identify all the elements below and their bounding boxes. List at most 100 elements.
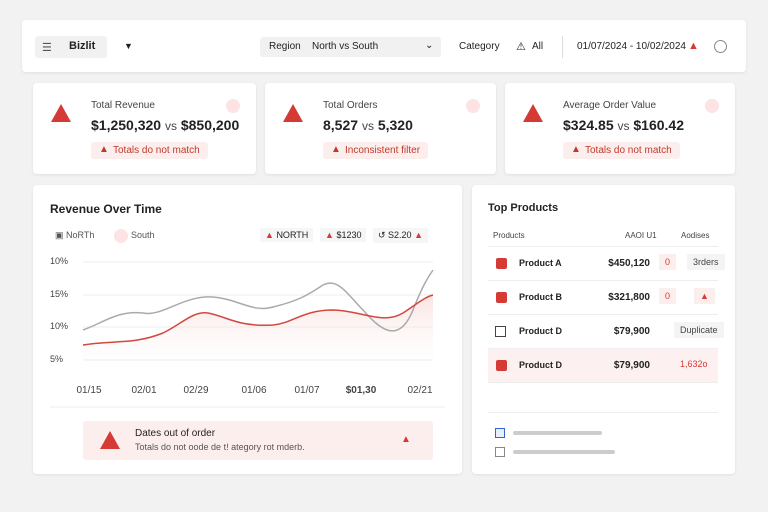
region-select[interactable] (260, 37, 441, 57)
chart-title: Revenue Over Time (50, 202, 162, 216)
x-tick-label: 01/06 (241, 385, 267, 396)
badge: ▲ NORTH (260, 228, 314, 242)
legend-swatch (114, 229, 128, 243)
y-tick-label: 15% (50, 289, 69, 299)
y-tick-label: 10% (50, 256, 69, 266)
kpi-label: Average Order Value (563, 100, 657, 111)
product-value: $321,800 (608, 292, 650, 303)
kpi-alert-icon (523, 104, 543, 122)
kpi-warning: ▲ Totals do not match (91, 142, 208, 159)
view-select[interactable] (35, 36, 107, 58)
product-row[interactable]: Product D $79,900 Duplicate (488, 315, 724, 348)
separator (488, 246, 718, 247)
product-extra: 1,632o (680, 359, 708, 369)
kpi-value: $850,200 (180, 117, 240, 133)
divider (562, 36, 563, 58)
product-row[interactable]: Product D $79,900 1,632o (488, 349, 718, 382)
kpi-alert-icon (51, 104, 71, 122)
x-tick-label: 01/15 (76, 385, 102, 396)
date-range[interactable]: 01/07/2024 - 10/02/2024 (577, 41, 686, 52)
kpi-card: Total Revenue $1,250,320 vs $850,200 ▲ To… (33, 83, 256, 174)
product-count: 0 (659, 288, 677, 304)
row-checkbox[interactable] (495, 326, 506, 337)
chart-card: Revenue Over Time ▣ NoRTh South ▲ NORTH … (33, 185, 462, 474)
product-row[interactable]: Product A $450,120 0 3rders (488, 247, 725, 280)
kpi-close[interactable] (466, 99, 480, 113)
kpi-values: 8,527 vs 5,320 (323, 117, 413, 133)
kpi-close[interactable] (705, 99, 719, 113)
products-title: Top Products (488, 202, 559, 214)
kpi-values: $1,250,320 vs $850,200 (91, 117, 239, 133)
alert-box: Dates out of order Totals do not oode de… (83, 421, 433, 460)
kpi-value: $1,250,320 (91, 117, 162, 133)
alert-text: Totals do not oode de t! ategory rot mde… (135, 442, 305, 452)
y-tick-label: 5% (50, 354, 64, 364)
category-value[interactable]: All (532, 41, 544, 52)
x-tick-label: $01,30 (345, 385, 377, 396)
column-header[interactable]: AAOI U1 (625, 231, 657, 240)
x-tick-label: 02/01 (131, 385, 157, 396)
product-row[interactable]: Product B $321,800 0 ▲ (488, 281, 718, 314)
toolbar: ☰ Bizlit ▼ Region North vs South ⌄ Categ… (22, 20, 746, 72)
warning-icon: ▲ (331, 144, 341, 155)
product-name: Product B (519, 292, 563, 302)
badge: ▲ $1230 (320, 228, 367, 242)
warning-text: Totals do not match (585, 145, 672, 156)
kpi-alert-icon (283, 104, 303, 122)
placeholder-bar (513, 450, 615, 454)
column-header[interactable]: Products (493, 231, 525, 240)
product-value: $79,900 (613, 360, 650, 371)
chevron: ⌄ (425, 40, 434, 51)
row-alert-icon (496, 292, 507, 303)
legend-item[interactable]: ▣ NoRTh (55, 230, 95, 240)
x-tick-label: 02/21 (407, 385, 433, 396)
badge: ↺ S2.20 ▲ (373, 228, 429, 243)
product-value: $450,120 (608, 258, 650, 269)
warning-text: Inconsistent filter (345, 145, 421, 156)
badge-text: $1230 (336, 230, 362, 240)
separator (488, 314, 718, 315)
category-label: Category (459, 41, 500, 52)
separator (488, 348, 718, 349)
kpi-label: Total Orders (323, 100, 378, 111)
warning-icon: ▲ (99, 144, 109, 155)
column-header[interactable]: Aodises (681, 231, 710, 240)
info-icon[interactable] (714, 40, 727, 53)
product-extra: 3rders (687, 254, 725, 270)
row-warning: ▲ (694, 288, 715, 304)
checkbox[interactable] (495, 428, 505, 438)
warning-icon: ▲ (571, 144, 581, 155)
kpi-value: $160.42 (633, 117, 684, 133)
x-tick-label: 01/07 (294, 385, 320, 396)
product-name: Product A (519, 258, 562, 268)
line-north (82, 269, 434, 332)
legend-label: NoRTh (66, 230, 95, 240)
kpi-vs: vs (361, 119, 374, 133)
x-tick-label: 02/29 (183, 385, 209, 396)
menu-icon: ☰ (42, 42, 52, 54)
region-label: Region (269, 41, 301, 52)
kpi-value: 8,527 (323, 117, 359, 133)
product-value: $79,900 (613, 326, 650, 337)
dropdown-arrow[interactable]: ▼ (124, 41, 133, 51)
area (83, 295, 433, 375)
badge-text: S2.20 (388, 230, 412, 240)
view-name: Bizlit (69, 40, 96, 52)
product-name: Product D (519, 326, 563, 336)
kpi-values: $324.85 vs $160.42 (563, 117, 684, 133)
kpi-value: 5,320 (377, 117, 413, 133)
kpi-card: Total Orders 8,527 vs 5,320 ▲ Inconsisten… (265, 83, 496, 174)
checkbox[interactable] (495, 447, 505, 457)
product-name: Product D (519, 360, 563, 370)
separator (488, 412, 718, 413)
legend-label[interactable]: South (131, 230, 155, 240)
badge-text: NORTH (276, 230, 309, 240)
badge-icon: ▲ (325, 230, 334, 240)
product-count: 0 (659, 254, 677, 270)
kpi-close[interactable] (226, 99, 240, 113)
y-tick-label: 10% (50, 321, 69, 331)
alert-action[interactable]: ▲ (401, 434, 411, 445)
line-south (82, 294, 434, 346)
alert-icon (100, 431, 120, 449)
